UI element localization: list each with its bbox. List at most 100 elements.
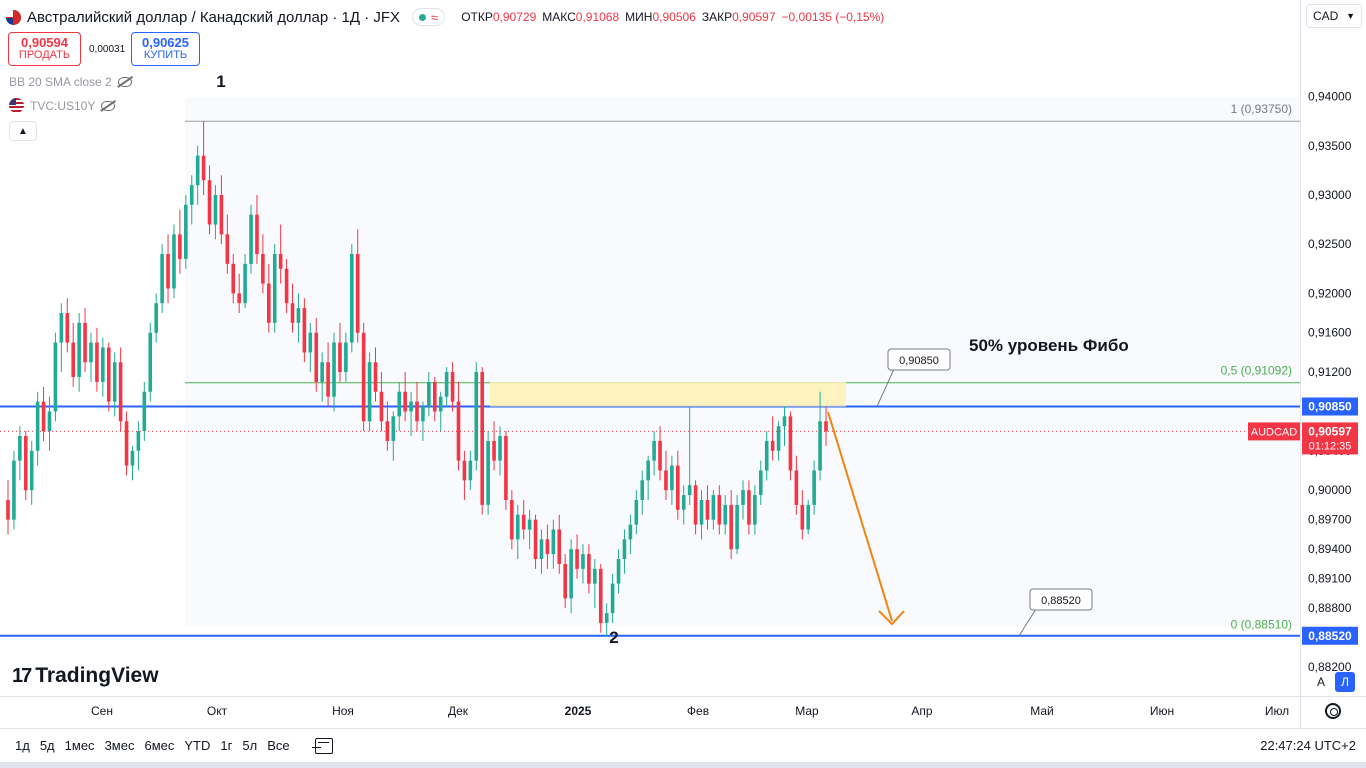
candle [764, 431, 769, 481]
candle [41, 386, 46, 441]
candle [438, 391, 443, 432]
candle-body [604, 613, 609, 623]
candle [818, 391, 822, 481]
candle [178, 209, 182, 274]
candle-body [563, 563, 567, 599]
candle [794, 455, 799, 515]
range-button-7[interactable]: 5л [242, 738, 258, 753]
range-button-8[interactable]: Все [267, 738, 290, 753]
candle [450, 362, 455, 412]
candle [243, 254, 247, 309]
currency-select[interactable]: CAD ▼ [1306, 4, 1362, 28]
market-status-pill[interactable]: ≈ [412, 8, 446, 26]
gear-icon[interactable] [1325, 703, 1341, 719]
candle-body [676, 465, 680, 510]
candle [195, 145, 200, 205]
go-to-date-icon[interactable] [311, 737, 333, 754]
candle-body [225, 234, 230, 264]
candle [231, 254, 236, 304]
candle-body [178, 234, 182, 259]
price-tag-lower-bg [1302, 626, 1358, 645]
candle-body [421, 406, 425, 422]
legend-bb[interactable]: BB 20 SMA close 2 [9, 75, 132, 89]
candle [53, 332, 58, 422]
legend-tvc[interactable]: TVC:US10Y [9, 98, 116, 113]
candle-body [670, 465, 674, 491]
callout-upper-box[interactable] [887, 348, 951, 371]
callout-lower-box[interactable] [1029, 588, 1093, 611]
candle-body [349, 254, 354, 343]
candle-body [515, 514, 520, 540]
price-tag-upper: 0,90850 [1308, 400, 1352, 414]
candle-body [166, 254, 170, 289]
auto-scale-button[interactable]: A [1316, 675, 1325, 689]
candle [533, 514, 538, 569]
buy-button[interactable]: 0,90625 КУПИТЬ [131, 32, 200, 66]
candle [741, 480, 745, 520]
candle-body [213, 194, 218, 225]
candle-body [255, 214, 259, 255]
log-scale-button[interactable]: Л [1335, 672, 1355, 692]
candle-body [587, 554, 591, 584]
candle [427, 372, 431, 417]
candle [432, 377, 437, 422]
price-tick-label: 0,88200 [1308, 660, 1352, 674]
range-button-3[interactable]: 3мес [104, 738, 135, 753]
candle-body [89, 342, 93, 363]
candle [415, 381, 419, 432]
candle [640, 470, 645, 515]
candle-body [59, 313, 64, 343]
candle [6, 480, 10, 535]
hidden-eye-icon[interactable] [101, 100, 116, 111]
price-tick-label: 0,92000 [1308, 286, 1352, 300]
candle [717, 485, 722, 535]
candle [468, 450, 473, 491]
range-button-2[interactable]: 1мес [64, 738, 95, 753]
candle [729, 490, 733, 560]
candle-body [693, 485, 698, 525]
range-button-6[interactable]: 1г [220, 738, 233, 753]
price-tick-label: 0,93500 [1308, 139, 1352, 153]
candle [136, 421, 141, 471]
candle-body [130, 450, 135, 466]
candle [658, 426, 662, 481]
range-button-5[interactable]: YTD [184, 738, 211, 753]
candle [142, 381, 147, 441]
sell-button[interactable]: 0,90594 ПРОДАТЬ [8, 32, 81, 66]
candle-body [616, 559, 621, 584]
wave-point-2-label[interactable]: 2 [609, 628, 618, 647]
tradingview-logo[interactable]: 17 TradingView [12, 664, 159, 688]
fibo-annotation-text[interactable]: 50% уровень Фибо [969, 336, 1129, 355]
candle [77, 313, 81, 392]
candle [758, 460, 763, 505]
range-button-1[interactable]: 5д [39, 738, 55, 753]
time-tick-label: Фев [687, 704, 709, 718]
collapse-legend-button[interactable]: ▲ [9, 121, 37, 141]
candle-body [409, 401, 413, 412]
candle-body [741, 490, 745, 505]
candle-body [646, 460, 650, 481]
candle-body [355, 254, 360, 333]
candle [515, 504, 520, 560]
clock[interactable]: 22:47:24 UTC+2 [1260, 738, 1356, 753]
candle [593, 559, 597, 609]
range-button-4[interactable]: 6мес [144, 738, 175, 753]
candle-body [302, 308, 307, 353]
candle [397, 381, 402, 432]
candle-body [628, 524, 633, 540]
range-button-0[interactable]: 1д [15, 738, 30, 753]
hidden-eye-icon[interactable] [117, 77, 132, 87]
candle-body [385, 421, 390, 441]
candle [213, 185, 218, 240]
symbol-title[interactable]: Австралийский доллар / Канадский доллар … [27, 8, 401, 26]
fib-level-0-label: 0 (0,88510) [1231, 618, 1292, 632]
price-tag-lower: 0,88520 [1308, 629, 1352, 643]
candle-body [219, 194, 224, 235]
candle-body [397, 391, 402, 417]
forecast-arrow[interactable] [827, 411, 893, 622]
tvc-indicator-label: TVC:US10Y [30, 98, 96, 113]
candle [160, 244, 164, 314]
candle [112, 352, 117, 417]
wave-point-1-label[interactable]: 1 [216, 72, 225, 91]
